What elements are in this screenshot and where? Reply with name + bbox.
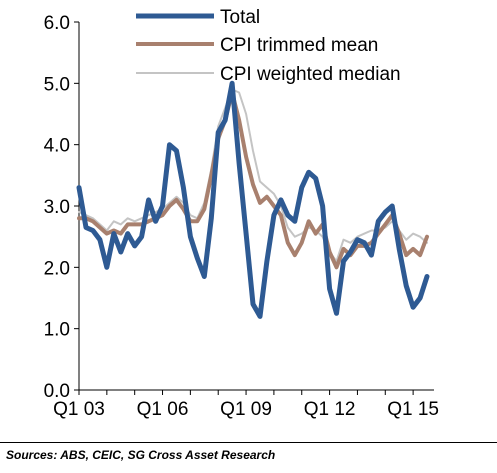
source-note: Sources: ABS, CEIC, SG Cross Asset Resea…: [6, 448, 276, 462]
y-axis: 0.0 1.0 2.0 3.0 4.0 5.0 6.0: [44, 13, 80, 402]
x-tick-label: Q1 09: [220, 399, 272, 420]
series-line-cpi-trimmed-mean: [77, 90, 429, 270]
chart: 0.01.02.03.04.05.06.0 Q1 03 Q1 06 Q1 09 Q1 …: [44, 7, 439, 420]
legend-label: CPI trimmed mean: [220, 35, 378, 56]
y-tick-label: 4.0: [44, 136, 70, 157]
x-tick-label: Q1 12: [304, 399, 356, 420]
y-tick-label: 0.0: [44, 381, 70, 402]
legend-label: Total: [220, 7, 260, 28]
y-tick-label: 2.0: [44, 258, 70, 279]
legend-label: CPI weighted median: [220, 64, 401, 85]
y-tick-label: 1.0: [44, 320, 70, 341]
series-line-total: [76, 80, 430, 319]
source-divider: [0, 442, 497, 443]
x-tick-label: Q1 06: [137, 399, 189, 420]
legend: Total CPI trimmed mean CPI weighted median: [136, 7, 401, 85]
series-line-cpi-weighted-median: [78, 88, 428, 263]
x-axis: Q1 03 Q1 06 Q1 09 Q1 12 Q1 15: [53, 389, 439, 420]
y-tick-label: 3.0: [44, 197, 70, 218]
x-tick-label: Q1 15: [387, 399, 439, 420]
y-tick-label: 5.0: [44, 74, 70, 95]
series-layer: [76, 80, 430, 319]
x-tick-label: Q1 03: [53, 399, 105, 420]
y-tick-label: 6.0: [44, 13, 70, 34]
